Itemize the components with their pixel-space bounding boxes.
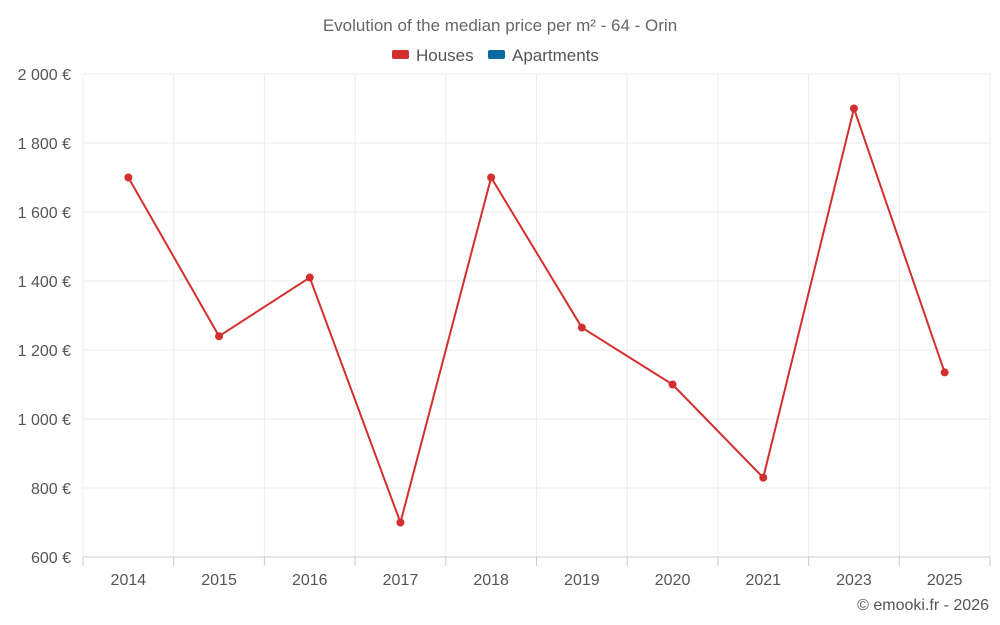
credit-text: © emooki.fr - 2026 — [857, 597, 989, 614]
legend-item-houses[interactable]: Houses — [392, 46, 474, 65]
grid — [82, 73, 991, 557]
data-point-houses[interactable] — [215, 332, 224, 341]
legend-item-apartments[interactable]: Apartments — [488, 46, 599, 65]
x-tick-label: 2015 — [201, 572, 237, 589]
x-tick-label: 2019 — [564, 572, 600, 589]
x-tick-label: 2023 — [836, 572, 872, 589]
y-tick-label: 600 € — [31, 550, 71, 567]
y-tick-label: 800 € — [31, 481, 71, 498]
data-point-houses[interactable] — [124, 173, 133, 182]
legend-swatch-houses — [392, 50, 409, 59]
legend: Houses Apartments — [392, 46, 599, 65]
legend-swatch-apartments — [488, 50, 505, 59]
legend-label-houses: Houses — [416, 46, 474, 65]
series-line-houses — [127, 107, 946, 524]
data-point-houses[interactable] — [759, 473, 768, 482]
y-tick-label: 1 600 € — [18, 205, 71, 222]
legend-label-apartments: Apartments — [512, 46, 599, 65]
y-tick-label: 1 000 € — [18, 412, 71, 429]
data-point-houses[interactable] — [305, 273, 314, 282]
x-tick-label: 2021 — [745, 572, 781, 589]
y-axis-ticks: 600 € 800 € 1 000 € 1 200 € 1 400 € 1 600 € 1 … — [18, 67, 71, 567]
y-tick-label: 1 800 € — [18, 136, 71, 153]
x-tick-label: 2014 — [111, 572, 147, 589]
chart-title: Evolution of the median price per m² - 6… — [323, 16, 677, 35]
y-tick-label: 1 200 € — [18, 343, 71, 360]
data-point-houses[interactable] — [849, 104, 858, 113]
data-point-houses[interactable] — [668, 380, 677, 389]
x-axis-ticks: 2014 2015 2016 2017 2018 2019 2020 2021 2023 2025 — [82, 557, 991, 589]
x-tick-label: 2017 — [383, 572, 419, 589]
x-tick-label: 2016 — [292, 572, 328, 589]
data-point-houses[interactable] — [487, 173, 496, 182]
x-tick-label: 2018 — [473, 572, 509, 589]
x-tick-label: 2025 — [927, 572, 963, 589]
y-tick-label: 2 000 € — [18, 67, 71, 84]
series-houses — [124, 104, 949, 527]
data-point-houses[interactable] — [577, 323, 586, 332]
x-tick-label: 2020 — [655, 572, 691, 589]
data-point-houses[interactable] — [940, 368, 949, 377]
y-tick-label: 1 400 € — [18, 274, 71, 291]
data-point-houses[interactable] — [396, 518, 405, 527]
